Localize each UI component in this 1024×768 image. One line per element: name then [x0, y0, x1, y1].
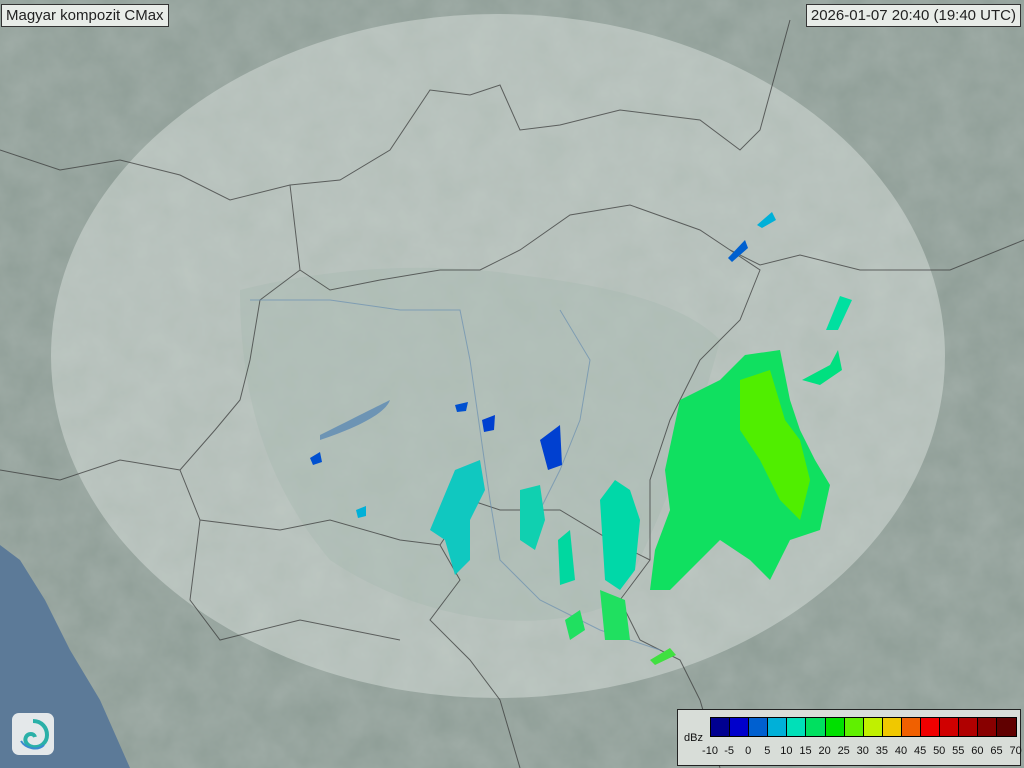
legend-tick-label: 55 [952, 745, 965, 757]
country-borders [0, 19, 1024, 768]
legend-swatch [901, 718, 922, 736]
legend-swatch [959, 718, 979, 736]
legend-tick-label: -5 [724, 745, 734, 757]
legend-swatch [768, 718, 788, 736]
legend-tick-label: 30 [856, 745, 869, 757]
legend-tick-label: 65 [990, 745, 1003, 757]
legend-tick-label: 45 [913, 745, 927, 757]
legend-color-bar [710, 717, 1017, 737]
pannonian-plain [240, 267, 720, 621]
legend-tick-label: 10 [780, 745, 793, 757]
timestamp: 2026-01-07 20:40 (19:40 UTC) [805, 4, 1021, 27]
legend-swatch [921, 718, 941, 736]
weather-service-logo [12, 713, 54, 755]
legend-tick-label: 50 [933, 745, 946, 757]
legend-tick-label: 20 [818, 745, 831, 757]
swirl-logo-icon [20, 719, 50, 750]
legend-tick-label: 40 [894, 745, 908, 757]
radar-echoes [310, 212, 852, 665]
legend-swatch [806, 718, 826, 736]
rivers [250, 299, 661, 651]
legend-tick-label: 35 [875, 745, 889, 757]
legend-unit: dBz [684, 732, 703, 744]
legend-tick-label: -10 [702, 745, 718, 757]
product-title: Magyar kompozit CMax [1, 4, 169, 27]
legend-swatch [997, 718, 1016, 736]
legend-tick-label: 25 [837, 745, 850, 757]
legend-swatch [749, 718, 769, 736]
legend-swatch [787, 718, 807, 736]
legend-tick-label: 0 [745, 745, 752, 757]
legend-swatch [730, 718, 750, 736]
legend-tick-label: 15 [799, 745, 812, 757]
legend-swatch [863, 718, 883, 736]
legend-tick-label: 5 [764, 745, 771, 757]
dbz-legend: dBz -10 -5 0 5 10 15 20 25 30 35 40 45 50 55 60 65 70 [677, 709, 1022, 766]
legend-swatch [978, 718, 998, 736]
adriatic-sea [0, 545, 130, 768]
legend-tick-label: 70 [1009, 745, 1022, 757]
legend-swatch [940, 718, 960, 736]
legend-swatch [711, 718, 731, 736]
lake-balaton [320, 400, 390, 440]
legend-swatch [844, 718, 864, 736]
legend-tick-label: 60 [971, 745, 984, 757]
legend-swatch [825, 718, 845, 736]
legend-swatch [882, 718, 902, 736]
